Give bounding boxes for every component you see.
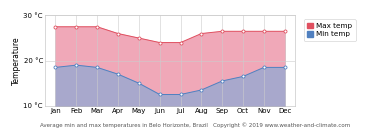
Legend: Max temp, Min temp: Max temp, Min temp [304, 19, 356, 41]
Text: Average min and max temperatures in Belo Horizonte, Brazil   Copyright © 2019 ww: Average min and max temperatures in Belo… [40, 122, 351, 128]
Y-axis label: Temperature: Temperature [12, 36, 21, 85]
